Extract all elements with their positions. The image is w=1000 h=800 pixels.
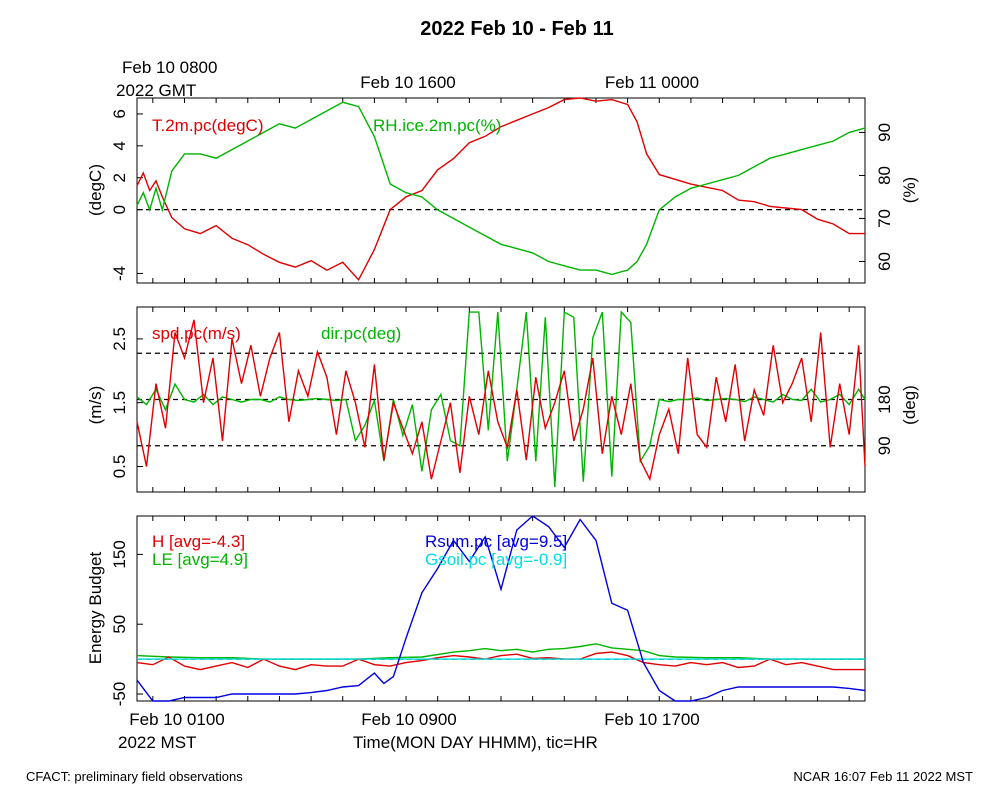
y-tick-label: 2: [110, 173, 129, 182]
panel-3-left-tick-labels: -50 50 150: [110, 540, 129, 706]
y-tick-label-right: 180: [875, 385, 894, 413]
top-axis-first-label-line2: 2022 GMT: [116, 81, 196, 100]
legend-rh-ice: RH.ice.2m.pc(%): [373, 116, 501, 135]
y-tick-label-right: 90: [875, 436, 894, 455]
footer-right-note: NCAR 16:07 Feb 11 2022 MST: [793, 769, 973, 784]
panel-1-right-tick-labels: 60 70 80 90: [875, 123, 894, 271]
series-line-le: [136, 643, 865, 660]
y-tick-label: 1.5: [110, 391, 129, 415]
y-tick-label-right: 80: [875, 166, 894, 185]
panel-3-ticks: [137, 516, 850, 701]
panel-1-left-tick-labels: -4 0 2 4 6: [110, 109, 129, 281]
legend-h: H [avg=-4.3]: [152, 532, 245, 551]
panel-1-left-axis-label: (degC): [86, 164, 105, 216]
chart-title: 2022 Feb 10 - Feb 11: [420, 18, 613, 40]
top-axis-label-1: Feb 10 1600: [360, 73, 455, 92]
series-line-wind-direction: [136, 310, 866, 487]
y-tick-label: 0: [110, 205, 129, 214]
y-tick-label: -50: [110, 682, 129, 707]
panel-2-right-tick-labels: 90 180: [875, 385, 894, 455]
series-line-temperature: [136, 97, 865, 282]
y-tick-label: 2.5: [110, 327, 129, 351]
series-line-rsum: [136, 515, 866, 702]
panel-2-left-axis-label: (m/s): [86, 386, 105, 425]
y-tick-label: 50: [110, 615, 129, 634]
legend-wind-direction: dir.pc(deg): [321, 324, 401, 343]
series-line-h: [136, 651, 865, 671]
panel-2-left-tick-labels: 0.5 1.5 2.5: [110, 327, 129, 478]
y-tick-label: 4: [110, 141, 129, 150]
y-tick-label: 150: [110, 540, 129, 568]
bottom-axis-zone-label: 2022 MST: [118, 733, 196, 752]
top-axis-first-label-line1: Feb 10 0800: [122, 58, 217, 77]
bottom-axis-label-3: Feb 10 1700: [604, 710, 699, 729]
y-tick-label-right: 60: [875, 252, 894, 271]
y-tick-label: -4: [110, 266, 129, 281]
panel-temperature-rh: -4 0 2 4 6 60 70 80 90 (degC) (%) T.2m.pc(degC)…: [86, 97, 919, 284]
panel-1-right-axis-label: (%): [900, 177, 919, 203]
top-axis-label-2: Feb 11 0000: [605, 73, 699, 92]
panel-2-ticks: [137, 307, 865, 492]
y-tick-label-right: 90: [875, 123, 894, 142]
panel-2-right-axis-label: (deg): [900, 385, 919, 425]
bottom-axis-label-2: Feb 10 0900: [361, 710, 456, 729]
legend-le: LE [avg=4.9]: [152, 550, 248, 569]
legend-temperature: T.2m.pc(degC): [152, 116, 263, 135]
footer-left-note: CFACT: preliminary field observations: [26, 769, 243, 784]
y-tick-label: 6: [110, 109, 129, 118]
y-tick-label-right: 70: [875, 209, 894, 228]
panel-1-ticks: [137, 98, 865, 283]
legend-rsum: Rsum.pc [avg=9.5]: [425, 532, 567, 551]
bottom-axis-label-1: Feb 10 0100: [129, 710, 224, 729]
series-line-rh-ice: [136, 101, 866, 276]
legend-gsoil: Gsoil.pc [avg=-0.9]: [425, 550, 567, 569]
series-line-wind-speed: [136, 319, 866, 482]
panel-3-axis-label: Energy Budget: [86, 551, 105, 664]
panel-energy-budget: -50 50 150 Energy Budget H [avg=-4.3] LE […: [86, 515, 866, 706]
bottom-axis-title: Time(MON DAY HHMM), tic=HR: [353, 733, 598, 752]
legend-wind-speed: spd.pc(m/s): [152, 324, 241, 343]
y-tick-label: 0.5: [110, 455, 129, 479]
